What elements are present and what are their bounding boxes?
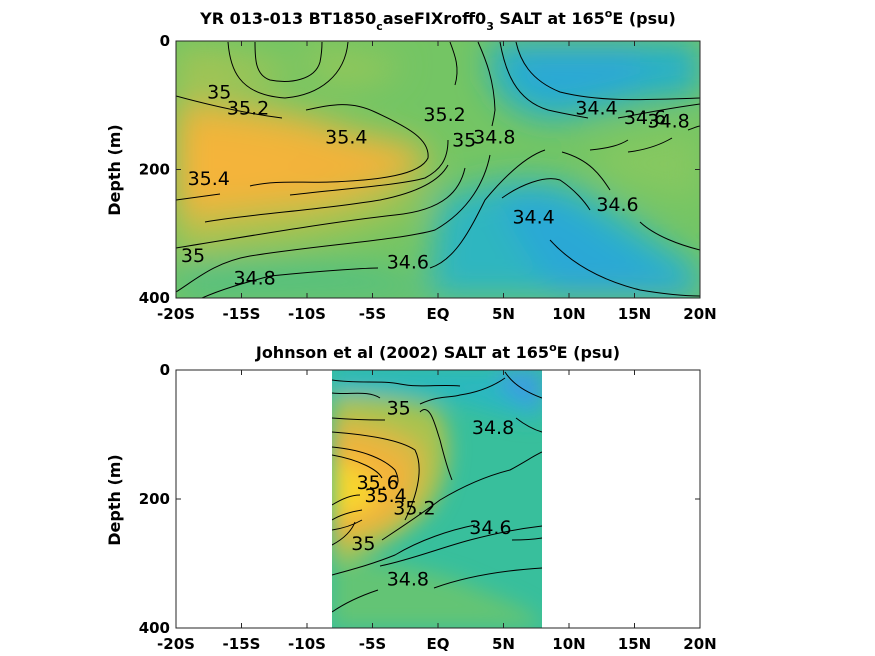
- contour-label: 35: [207, 81, 231, 103]
- contour-label: 35.2: [423, 104, 465, 126]
- contour-label: 34.8: [472, 417, 514, 439]
- contour-label: 35.4: [188, 168, 230, 190]
- x-tick-label: EQ: [427, 635, 450, 653]
- contour-label: 34.8: [647, 110, 689, 132]
- x-tick-label: -5S: [359, 305, 386, 323]
- bottom-contour-labels: 35 34.8 35.635.435.2 34.6 35 34.8: [351, 398, 514, 591]
- contour-label: 35: [452, 130, 476, 152]
- top-title: YR 013-013 BT1850caseFIXroff03 SALT at 1…: [199, 7, 676, 33]
- y-tick-label: 0: [160, 32, 170, 50]
- contour-label: 34.6: [387, 252, 429, 274]
- y-tick-label: 0: [160, 361, 170, 379]
- contour-label: 35.4: [364, 485, 406, 507]
- top-contours: [176, 41, 700, 298]
- x-tick-label: -15S: [223, 305, 261, 323]
- contour-label: 35.6: [357, 472, 399, 494]
- contour-label: 34.8: [387, 569, 429, 591]
- x-tick-label: 15N: [618, 635, 651, 653]
- x-tick-label: 10N: [552, 635, 585, 653]
- contour-label: 34.8: [473, 126, 515, 148]
- x-tick-label: -10S: [288, 635, 326, 653]
- x-tick-label: -10S: [288, 305, 326, 323]
- bottom-colorfield: [332, 370, 542, 628]
- contour-label: 34.8: [233, 268, 275, 290]
- x-tick-label: 20N: [683, 635, 716, 653]
- top-ticks: -20S -15S -10S -5S EQ 5N 10N 15N 20N 0 200 400: [139, 32, 717, 323]
- x-tick-label: 10N: [552, 305, 585, 323]
- y-tick-label: 200: [139, 161, 170, 179]
- x-tick-label: 5N: [492, 305, 515, 323]
- top-colorfield: [176, 41, 700, 298]
- x-tick-label: -5S: [359, 635, 386, 653]
- x-tick-label: -20S: [157, 635, 195, 653]
- contour-label: 35.2: [393, 498, 435, 520]
- bottom-panel: Johnson et al (2002) SALT at 165oE (psu): [105, 341, 717, 653]
- bottom-ylabel: Depth (m): [105, 454, 124, 546]
- contour-label: 34.6: [596, 194, 638, 216]
- bottom-ticks: -20S -15S -10S -5S EQ 5N 10N 15N 20N 0 200 400: [139, 361, 717, 653]
- x-tick-label: 5N: [492, 635, 515, 653]
- bottom-title: Johnson et al (2002) SALT at 165oE (psu): [255, 341, 620, 362]
- contour-label: 35: [351, 533, 375, 555]
- contour-label: 34.6: [469, 517, 511, 539]
- y-tick-label: 200: [139, 490, 170, 508]
- top-panel: YR 013-013 BT1850caseFIXroff03 SALT at 1…: [105, 7, 717, 323]
- x-tick-label: EQ: [427, 305, 450, 323]
- y-tick-label: 400: [139, 619, 170, 637]
- x-tick-label: -20S: [157, 305, 195, 323]
- contour-label: 34.6: [624, 107, 666, 129]
- contour-label: 35: [387, 398, 411, 420]
- bottom-contours: [332, 371, 542, 613]
- x-tick-label: -15S: [223, 635, 261, 653]
- x-tick-label: 20N: [683, 305, 716, 323]
- top-ylabel: Depth (m): [105, 124, 124, 216]
- contour-label: 34.4: [575, 97, 617, 119]
- contour-label: 34.4: [512, 207, 554, 229]
- y-tick-label: 400: [139, 289, 170, 307]
- contour-label: 35.4: [325, 126, 367, 148]
- x-tick-label: 15N: [618, 305, 651, 323]
- contour-label: 35: [181, 245, 205, 267]
- contour-label: 35.2: [227, 97, 269, 119]
